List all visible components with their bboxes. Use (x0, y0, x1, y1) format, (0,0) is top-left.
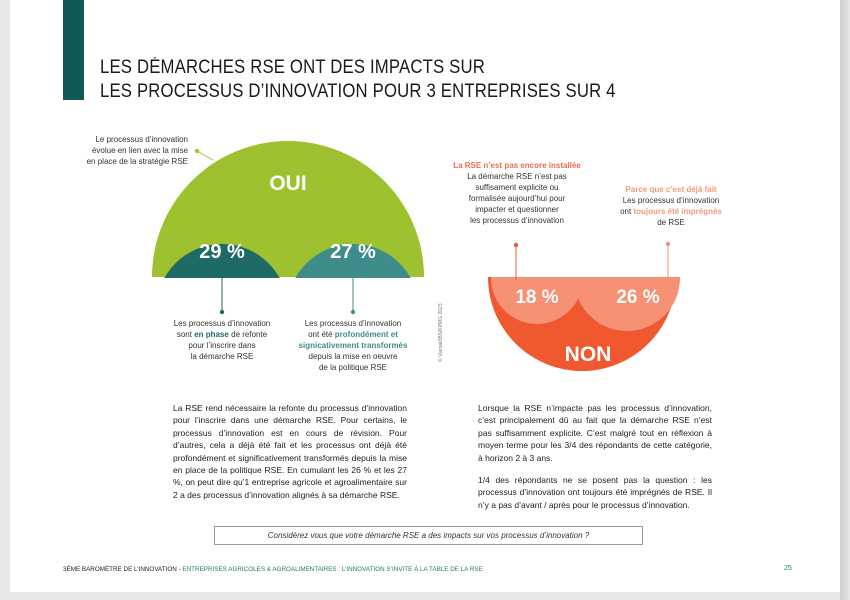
footer: 3ÈME BAROMÈTRE DE L’INNOVATION - ENTREPR… (63, 566, 483, 573)
oui-right-caption-line-4: depuis la mise en oeuvre (308, 352, 398, 361)
oui-right-caption-line-1: Les processus d’innovation (304, 319, 402, 328)
non-right-leader-dot (665, 241, 671, 247)
oui-right-leader-dot (350, 309, 356, 315)
oui-right-caption-pre: ont été (308, 330, 335, 339)
non-right-caption-highlight: toujours été imprégnés (633, 207, 722, 216)
footer-report-subtitle: ENTREPRISES AGRICOLES & AGROALIMENTAIRES… (182, 566, 483, 573)
right-paragraph-1: Lorsque la RSE n’impacte pas les process… (478, 403, 712, 463)
non-right-caption-heading: Parce que c’est déjà fait (625, 185, 717, 194)
oui-right-caption: Les processus d’innovation ont été profo… (283, 318, 423, 373)
oui-label: OUI (269, 172, 306, 195)
non-right-caption-pre: ont (620, 207, 634, 216)
right-paragraphs: Lorsque la RSE n’impacte pas les process… (478, 402, 712, 521)
non-left-caption-line-3: formalisée aujourd’hui pour (468, 194, 566, 203)
non-right-pct: 26 % (616, 287, 659, 308)
oui-left-caption: Les processus d’innovation sont en phase… (152, 318, 292, 362)
non-right-circle (574, 277, 680, 331)
oui-right-caption-highlight-2: signicativement transformés (298, 341, 408, 350)
non-right-caption: Parce que c’est déjà fait Les processus … (606, 184, 736, 228)
oui-left-caption-post: de refonte (228, 330, 268, 339)
oui-right-caption-line-2: ont été profondément et (283, 329, 423, 340)
oui-right-pct: 27 % (330, 241, 376, 263)
oui-leader-dot (194, 148, 200, 154)
oui-left-caption-pre: sont (176, 330, 195, 339)
non-left-caption: La RSE n’est pas encore installée La dém… (447, 160, 587, 226)
oui-left-pct: 29 % (199, 241, 245, 263)
oui-left-caption-highlight: en phase (194, 330, 229, 339)
page-number: 25 (784, 565, 792, 572)
non-label: NON (565, 343, 612, 366)
non-left-caption-line-2: suffisament explicite ou (475, 183, 559, 192)
footer-report-name: 3ÈME BAROMÈTRE DE L’INNOVATION - (63, 566, 183, 573)
non-right-caption-line-3: de RSE (657, 218, 685, 227)
document-page (10, 0, 840, 592)
non-left-circle (491, 277, 583, 324)
oui-left-caption-line-3: pour l’inscrire dans (188, 341, 256, 350)
teal-accent-bar (63, 0, 84, 100)
oui-semicircle (152, 141, 424, 277)
oui-right-caption-highlight-1: profondément et (334, 330, 398, 339)
survey-question-box: Considérez vous que votre démarche RSE a… (214, 526, 643, 545)
title-line-1: LES DÉMARCHES RSE ONT DES IMPACTS SUR (100, 57, 485, 78)
oui-right-circle (295, 244, 411, 278)
left-paragraph-text: La RSE rend nécessaire la refonte du pro… (173, 403, 407, 500)
non-left-caption-heading: La RSE n’est pas encore installée (453, 161, 581, 170)
oui-right-caption-line-5: de la politique RSE (318, 363, 388, 372)
title-line-2: LES PROCESSUS D’INNOVATION POUR 3 ENTREP… (100, 81, 616, 102)
oui-left-caption-line-2: sont en phase de refonte (152, 329, 292, 340)
oui-left-caption-line-1: Les processus d’innovation (173, 319, 271, 328)
page-title: LES DÉMARCHES RSE ONT DES IMPACTS SUR LE… (100, 56, 616, 104)
oui-annotation: Le processus d’innovation évolue en lien… (68, 134, 188, 167)
non-left-caption-line-1: La démarche RSE n’est pas (467, 172, 567, 181)
oui-left-leader-dot (219, 309, 225, 315)
non-left-caption-line-4: impacter et questionner (475, 205, 559, 214)
oui-annotation-line-3: en place de la stratégie RSE (86, 157, 188, 166)
right-paragraph-2: 1/4 des répondants ne se posent pas la q… (478, 475, 712, 510)
oui-left-caption-line-4: la démarche RSE (190, 352, 254, 361)
non-left-caption-line-5: les processus d’innovation (470, 216, 564, 225)
photo-credit: © Viamat/IBS/KPMG 2023 (438, 303, 444, 362)
left-paragraph: La RSE rend nécessaire la refonte du pro… (173, 402, 407, 511)
non-left-pct: 18 % (515, 287, 558, 308)
page-shadow (840, 0, 850, 600)
non-right-caption-line-2: ont toujours été imprégnés (606, 206, 736, 217)
non-right-caption-line-1: Les processus d’innovation (622, 196, 720, 205)
non-left-leader-dot (513, 242, 519, 248)
oui-annotation-line-2: évolue en lien avec la mise (91, 146, 188, 155)
oui-annotation-line-1: Le processus d’innovation (95, 135, 188, 144)
oui-left-circle (164, 244, 280, 278)
oui-leader-line (196, 150, 214, 161)
